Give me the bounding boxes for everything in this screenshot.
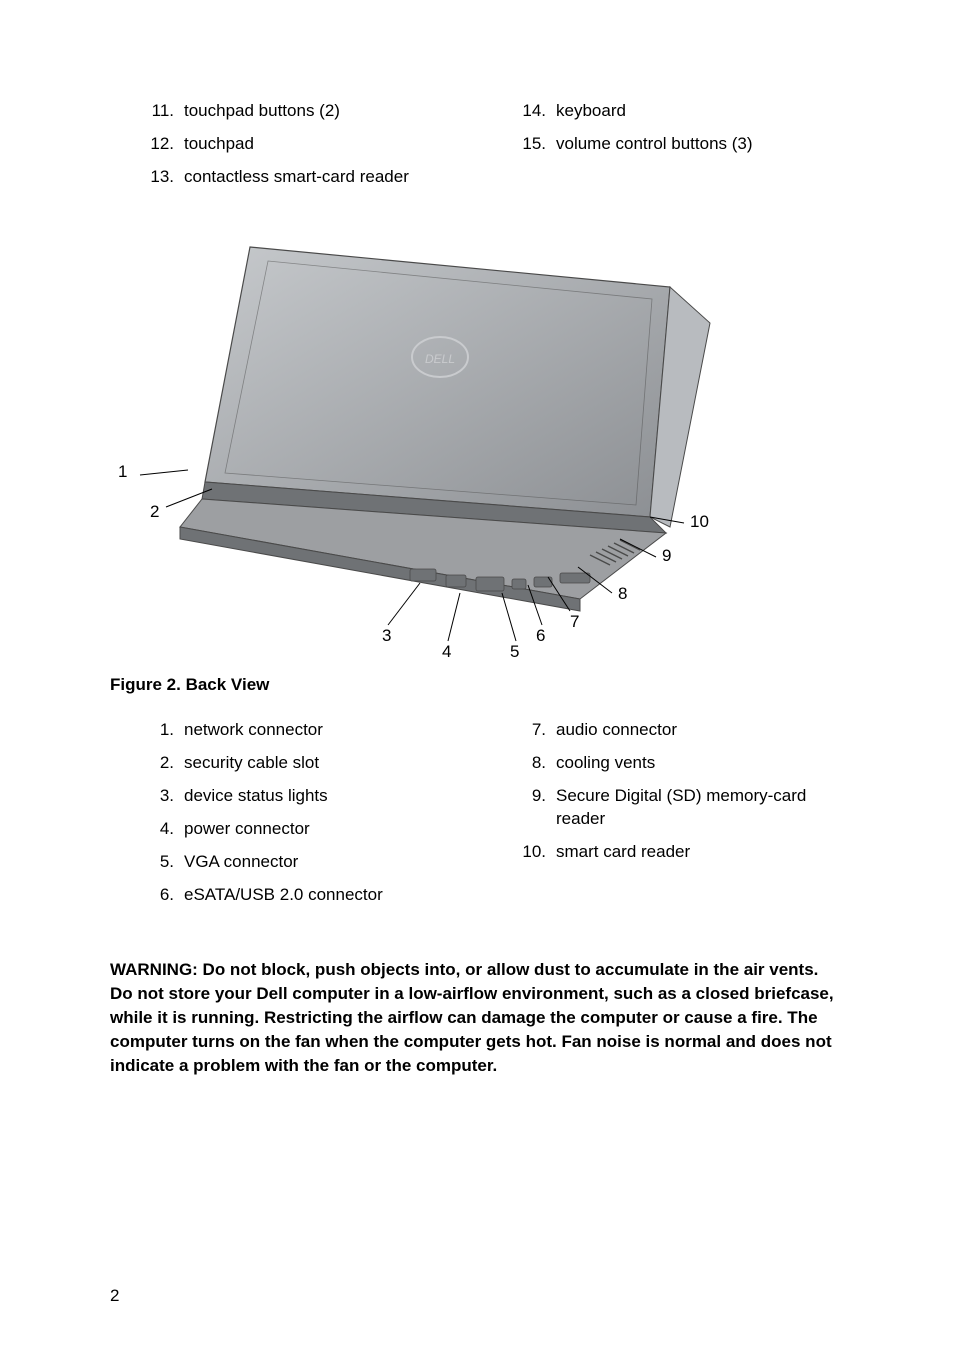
top-list: 11.touchpad buttons (2) 12.touchpad 13.c…	[140, 100, 844, 199]
item-number: 4.	[140, 818, 184, 841]
item-number: 6.	[140, 884, 184, 907]
item-number: 1.	[140, 719, 184, 742]
list-item: 13.contactless smart-card reader	[140, 166, 472, 189]
bottom-list-left: 1.network connector 2.security cable slo…	[140, 719, 472, 907]
item-number: 2.	[140, 752, 184, 775]
list-item: 7.audio connector	[512, 719, 844, 742]
top-list-left-col: 11.touchpad buttons (2) 12.touchpad 13.c…	[140, 100, 472, 199]
figure-caption: Figure 2. Back View	[110, 675, 844, 695]
item-number: 3.	[140, 785, 184, 808]
svg-text:4: 4	[442, 642, 451, 661]
svg-text:7: 7	[570, 612, 579, 631]
list-item: 2.security cable slot	[140, 752, 472, 775]
bottom-list-left-col: 1.network connector 2.security cable slo…	[140, 719, 472, 917]
figure-back-view: DELL 1 2 3 4 56 7 8 9 10 Figure 2. Back View	[110, 227, 844, 695]
top-list-right: 14.keyboard 15.volume control buttons (3…	[512, 100, 844, 156]
bottom-list: 1.network connector 2.security cable slo…	[140, 719, 844, 917]
svg-text:1: 1	[118, 462, 127, 481]
list-item: 10.smart card reader	[512, 841, 844, 864]
item-number: 14.	[512, 100, 556, 123]
list-item: 4.power connector	[140, 818, 472, 841]
item-text: volume control buttons (3)	[556, 133, 753, 156]
page-number: 2	[110, 1286, 119, 1306]
item-text: device status lights	[184, 785, 328, 808]
svg-text:3: 3	[382, 626, 391, 645]
top-list-right-col: 14.keyboard 15.volume control buttons (3…	[512, 100, 844, 199]
item-text: audio connector	[556, 719, 677, 742]
laptop-back-view-diagram: DELL 1 2 3 4 56 7 8 9 10	[110, 227, 844, 667]
list-item: 15.volume control buttons (3)	[512, 133, 844, 156]
svg-text:2: 2	[150, 502, 159, 521]
item-number: 10.	[512, 841, 556, 864]
list-item: 9.Secure Digital (SD) memory-card reader	[512, 785, 844, 831]
list-item: 5.VGA connector	[140, 851, 472, 874]
svg-text:8: 8	[618, 584, 627, 603]
item-number: 9.	[512, 785, 556, 831]
item-text: network connector	[184, 719, 323, 742]
warning-text: WARNING: Do not block, push objects into…	[110, 958, 844, 1077]
item-text: VGA connector	[184, 851, 298, 874]
page: 11.touchpad buttons (2) 12.touchpad 13.c…	[0, 0, 954, 1366]
list-item: 14.keyboard	[512, 100, 844, 123]
bottom-list-right: 7.audio connector 8.cooling vents 9.Secu…	[512, 719, 844, 864]
list-item: 3.device status lights	[140, 785, 472, 808]
item-text: Secure Digital (SD) memory-card reader	[556, 785, 844, 831]
item-number: 13.	[140, 166, 184, 189]
item-text: power connector	[184, 818, 310, 841]
svg-text:9: 9	[662, 546, 671, 565]
item-number: 11.	[140, 100, 184, 123]
list-item: 11.touchpad buttons (2)	[140, 100, 472, 123]
list-item: 6.eSATA/USB 2.0 connector	[140, 884, 472, 907]
svg-text:6: 6	[536, 626, 545, 645]
item-number: 12.	[140, 133, 184, 156]
item-text: touchpad	[184, 133, 254, 156]
item-text: contactless smart-card reader	[184, 166, 409, 189]
list-item: 8.cooling vents	[512, 752, 844, 775]
svg-text:10: 10	[690, 512, 709, 531]
item-number: 15.	[512, 133, 556, 156]
item-text: cooling vents	[556, 752, 655, 775]
item-text: keyboard	[556, 100, 626, 123]
item-text: eSATA/USB 2.0 connector	[184, 884, 383, 907]
bottom-list-right-col: 7.audio connector 8.cooling vents 9.Secu…	[512, 719, 844, 917]
item-text: touchpad buttons (2)	[184, 100, 340, 123]
svg-text:5: 5	[510, 642, 519, 661]
item-number: 7.	[512, 719, 556, 742]
item-number: 8.	[512, 752, 556, 775]
svg-text:DELL: DELL	[425, 352, 455, 366]
top-list-left: 11.touchpad buttons (2) 12.touchpad 13.c…	[140, 100, 472, 189]
list-item: 1.network connector	[140, 719, 472, 742]
item-number: 5.	[140, 851, 184, 874]
item-text: security cable slot	[184, 752, 319, 775]
item-text: smart card reader	[556, 841, 690, 864]
list-item: 12.touchpad	[140, 133, 472, 156]
